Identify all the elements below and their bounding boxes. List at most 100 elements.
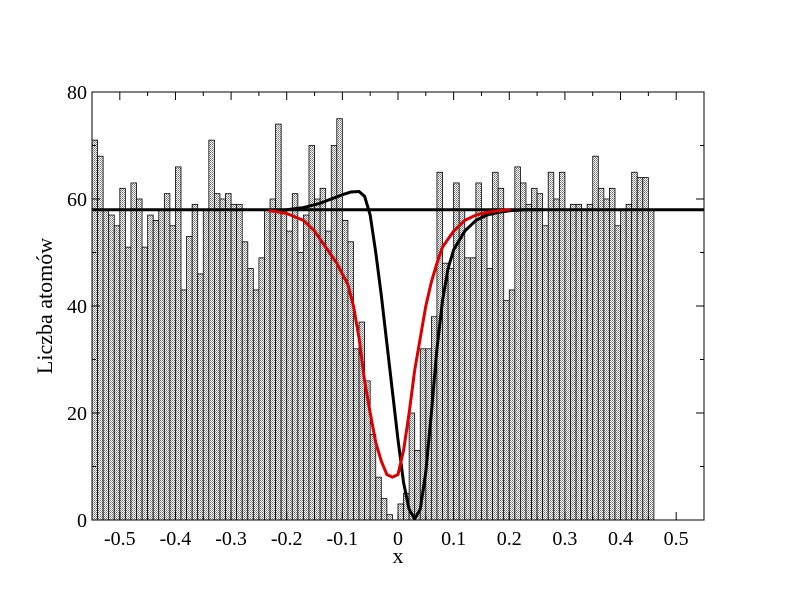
x-axis-title: x (393, 543, 404, 568)
histogram-bar (531, 187, 538, 520)
histogram-bar (152, 219, 160, 520)
x-axis: -0.5 -0.4 -0.3 -0.2 -0.1 0 0.1 0.2 0.3 0.4 0.5 (91, 92, 705, 550)
histogram-bar (458, 209, 466, 520)
histogram-bar (558, 171, 566, 520)
histogram-bar (481, 214, 488, 520)
histogram-bar (341, 219, 349, 520)
histogram-bar (386, 514, 393, 520)
histogram-bar (314, 198, 321, 520)
histogram-bar (102, 209, 110, 520)
histogram-bar (113, 225, 121, 520)
histogram-bar (380, 498, 388, 520)
histogram-bar (547, 171, 555, 520)
y-tick-label: 60 (67, 189, 87, 211)
histogram-bar (586, 203, 594, 520)
histogram-bar (92, 139, 98, 520)
histogram-bar (264, 209, 271, 520)
histogram-bar (119, 187, 126, 520)
histogram-bar (186, 236, 193, 520)
histogram-bar (297, 252, 304, 520)
y-tick-label: 40 (67, 296, 87, 318)
histogram-bar (397, 503, 404, 520)
histogram-bar (252, 289, 260, 520)
histogram-bar (280, 209, 288, 520)
histogram-bar (141, 246, 149, 520)
histogram-bar (631, 171, 638, 520)
histogram-bar (469, 257, 477, 520)
histogram-bar (330, 145, 338, 520)
histogram-bar (197, 273, 204, 520)
histogram-bar (369, 433, 377, 520)
histogram-bar (303, 214, 310, 520)
histogram-bar (241, 241, 249, 520)
histogram-bar (175, 166, 182, 520)
histogram-bar (353, 348, 360, 520)
histogram-bar (208, 139, 215, 520)
histogram-bar (269, 198, 277, 520)
y-tick-label: 20 (67, 403, 87, 425)
histogram-bar (609, 187, 616, 520)
y-axis-title: Liczba atomów (32, 238, 57, 374)
histogram-bar (520, 182, 527, 520)
histogram-bar (108, 214, 115, 520)
histogram-bar (158, 209, 165, 520)
histogram-bar (570, 203, 577, 520)
histogram-bar (236, 203, 243, 520)
histogram-bar (325, 230, 332, 520)
histogram-bar (308, 145, 315, 520)
x-tick-label: -0.2 (271, 528, 303, 550)
histogram-bar (130, 182, 137, 520)
y-tick-label: 0 (77, 510, 87, 532)
histogram-bar (447, 268, 455, 520)
histogram-bar (191, 203, 199, 520)
histogram-bar (124, 246, 132, 520)
histogram-bar (213, 193, 221, 520)
histogram-bar (147, 214, 154, 520)
histogram-bar (202, 209, 210, 520)
histogram-bar (525, 203, 532, 520)
histogram-bar (575, 203, 582, 520)
x-tick-label: 0.2 (497, 528, 522, 550)
histogram-bar (614, 225, 621, 520)
x-tick-label: 0.4 (608, 528, 633, 550)
x-tick-label: 0 (393, 528, 403, 550)
histogram-bars (92, 118, 655, 520)
curve-series (92, 190, 704, 520)
histogram-bar (542, 225, 549, 520)
histogram-bar (581, 209, 588, 520)
histogram-bar (230, 203, 238, 520)
histogram-bar (642, 177, 649, 520)
histogram-bar (636, 177, 644, 520)
histogram-bar (553, 198, 560, 520)
histogram-bar (291, 193, 299, 520)
histogram-bar (336, 118, 343, 520)
histogram-bar (475, 182, 482, 520)
x-tick-label: -0.5 (104, 528, 136, 550)
histogram-bar (258, 257, 265, 520)
histogram-bar (603, 198, 610, 520)
series-line-3 (268, 208, 511, 479)
histogram-bar (564, 209, 571, 520)
x-tick-label: -0.4 (160, 528, 192, 550)
histogram-bar (492, 171, 499, 520)
histogram-bar (486, 268, 493, 520)
histogram-bar (514, 166, 521, 520)
histogram-bar (286, 230, 293, 520)
histogram-bar (620, 209, 627, 520)
x-tick-label: 0.3 (552, 528, 577, 550)
x-tick-label: 0.1 (441, 528, 466, 550)
histogram-bar (136, 198, 143, 520)
histogram-bar (503, 300, 510, 520)
histogram-bar (597, 187, 605, 520)
histogram-bar (508, 289, 516, 520)
histogram-bar (180, 289, 187, 520)
histogram-bar (497, 187, 505, 520)
x-tick-label: 0.5 (664, 528, 689, 550)
histogram-bar (275, 123, 282, 520)
x-tick-label: -0.3 (215, 528, 247, 550)
x-tick-label: -0.1 (327, 528, 359, 550)
histogram-bar (453, 182, 460, 520)
histogram-bar (647, 209, 655, 520)
histogram-bar (625, 203, 633, 520)
